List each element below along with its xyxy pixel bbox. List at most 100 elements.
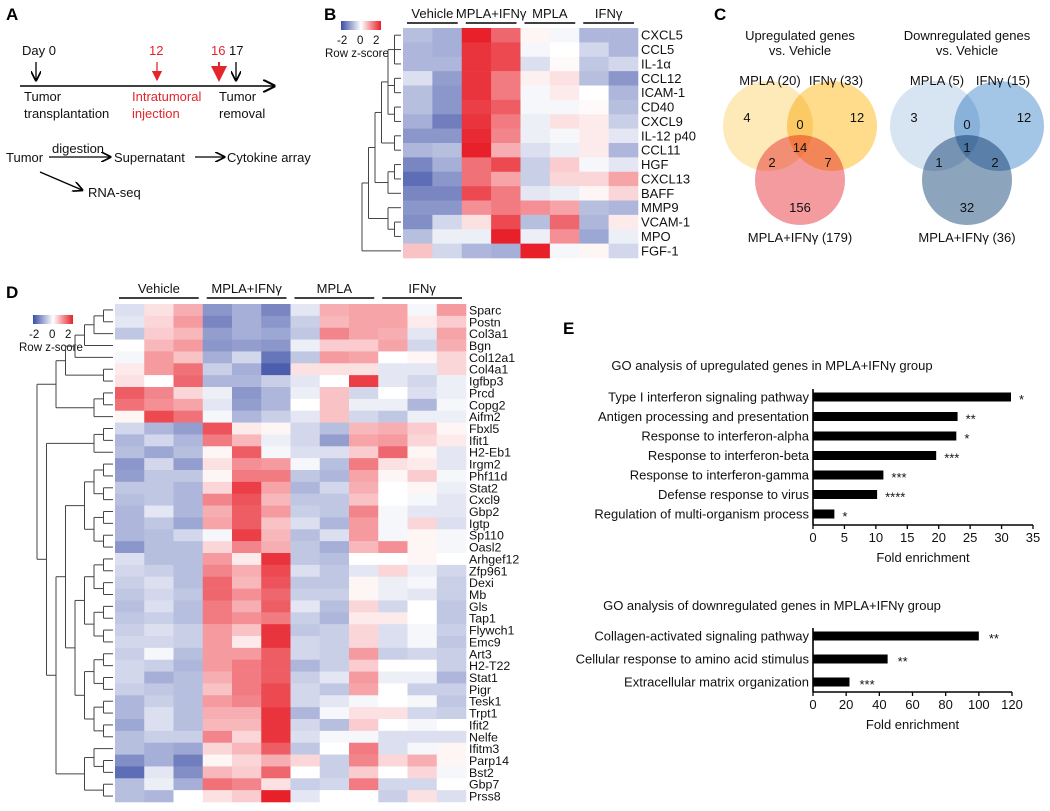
heatmap-cell [232,659,262,672]
heatmap-cell [144,505,174,518]
heatmap-cell [202,576,233,589]
heatmap-cell [261,600,291,613]
heatmap-cell [261,636,291,649]
heatmap-cell [319,790,350,803]
gene-label: BAFF [641,186,674,201]
heatmap-cell [202,410,233,423]
heatmap-cell [378,576,408,589]
heatmap-cell [403,56,433,72]
heatmap-cell [144,624,174,637]
heatmap-cell [608,71,639,86]
removal-label-2: removal [219,106,265,121]
heatmap-cell [436,719,467,732]
heatmap-cell [349,387,379,400]
heatmap-cell [290,375,321,388]
heatmap-cell [232,683,262,696]
bar [813,490,878,499]
heatmap-cell [491,243,521,259]
gene-label: Ifit2 [469,718,489,732]
heatmap-cell [202,363,233,376]
heatmap-cell [144,470,174,483]
heatmap-cell [407,434,438,447]
heatmap-cell [290,624,321,637]
gene-label: Oasl2 [469,541,501,555]
x-tick-label: 40 [872,697,886,712]
heatmap-cell [115,730,145,744]
heatmap-cell [407,754,438,767]
heatmap-cell [115,719,145,732]
gene-label: Irgm2 [469,458,501,472]
heatmap-cell [319,647,350,661]
venn-count: 156 [789,200,811,215]
heatmap-cell [549,42,580,58]
venn-count: 2 [991,155,998,170]
venn-count: 12 [850,110,864,125]
legend-mid: 0 [49,329,55,341]
rnaseq-arrow [39,171,82,190]
heatmap-cell [319,410,350,423]
heatmap-cell [349,398,379,412]
removal-label: Tumor [219,89,257,104]
heatmap-cell [579,214,609,230]
heatmap-cell [202,493,233,506]
heatmap-cell [115,564,145,578]
gene-label: Zfp961 [469,564,508,578]
heatmap-cell [608,214,639,230]
heatmap-cell [549,186,580,201]
heatmap-cell [549,143,580,158]
heatmap-cell [202,434,233,447]
heatmap-cell [290,529,321,542]
heatmap-cell [173,766,204,779]
heatmap-cell [115,636,145,649]
heatmap-cell [115,659,145,672]
significance-mark: * [842,509,847,524]
heatmap-cell [290,398,321,412]
heatmap-cell [144,754,174,767]
heatmap-cell [261,553,291,566]
heatmap-cell [579,71,609,86]
heatmap-cell [261,304,291,317]
heatmap-cell [144,458,174,471]
heatmap-cell [491,200,521,216]
significance-mark: * [964,431,969,446]
heatmap-cell [290,410,321,423]
heatmap-cell [349,707,379,720]
heatmap-cell [378,553,408,566]
heatmap-cell [407,600,438,613]
heatmap-cell [261,564,291,578]
heatmap-cell [436,470,467,483]
heatmap-cell [407,351,438,364]
heatmap-cell [432,157,463,173]
heatmap-cell [173,754,204,767]
heatmap-cell [520,243,551,259]
heatmap-cell [319,730,350,744]
heatmap-cell [407,683,438,696]
heatmap-cell [378,446,408,459]
heatmap-cell [349,624,379,637]
x-tick-label: 15 [900,530,914,545]
heatmap-cell [349,481,379,495]
heatmap-cell [520,56,551,72]
gene-label: FGF-1 [641,243,679,258]
heatmap-cell [349,422,379,435]
gene-label: Sparc [469,303,501,317]
significance-mark: ** [966,412,976,427]
heatmap-cell [173,481,204,495]
heatmap-cell [491,71,521,86]
gene-label: Flywch1 [469,624,515,638]
heatmap-cell [290,517,321,530]
venn-subtitle: vs. Vehicle [936,43,998,58]
heatmap-cell [378,410,408,423]
heatmap-cell [261,695,291,708]
heatmap-cell [232,778,262,791]
heatmap-cell [144,315,174,329]
heatmap-cell [115,671,145,684]
heatmap-cell [144,410,174,423]
heatmap-cell [319,695,350,708]
heatmap-cell [436,553,467,566]
heatmap-cell [115,470,145,483]
heatmap-cell [261,339,291,352]
legend-min: -2 [29,329,39,341]
heatmap-cell [461,186,492,201]
gene-label: Tesk1 [469,695,501,709]
